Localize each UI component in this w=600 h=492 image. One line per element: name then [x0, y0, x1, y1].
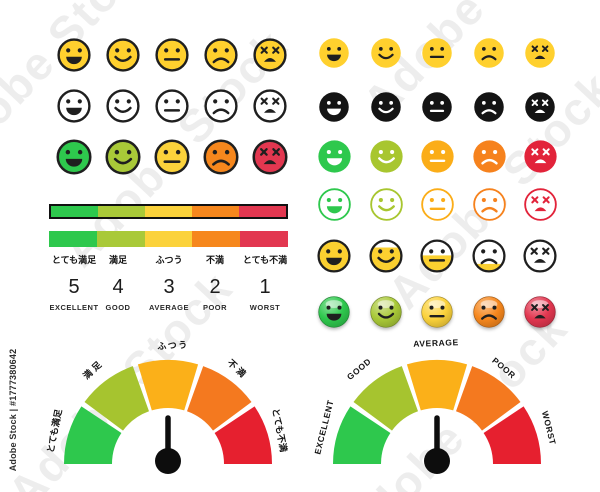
gauge-segment-4	[214, 406, 272, 464]
gauge-needle-hub	[424, 448, 450, 474]
scale-label-jp: とても満足	[51, 255, 97, 265]
scale-value: 3	[163, 276, 175, 298]
face-level-very-happy	[316, 238, 352, 274]
face-outline-neutral	[154, 88, 190, 124]
face-outline-very-happy	[55, 138, 93, 176]
bar-segment-2	[145, 206, 192, 217]
bar-segment-0	[49, 231, 97, 247]
satisfaction-gauge-en	[292, 352, 582, 480]
scale-column: とても満足 5 EXCELLENT	[38, 255, 110, 312]
scale-label-jp: ふつう	[155, 255, 183, 265]
face-flat-happy	[370, 37, 402, 69]
gauge-segment-4	[483, 406, 541, 464]
face-ring-happy	[369, 187, 404, 222]
scale-value: 5	[68, 276, 80, 298]
gauge-segment-2	[137, 359, 199, 411]
scale-label-jp: 不満	[205, 255, 224, 265]
face-flat-very-happy	[318, 91, 350, 123]
scale-value: 1	[259, 276, 271, 298]
scale-label-jp: 満足	[108, 255, 127, 265]
face-outline-very-happy	[56, 88, 92, 124]
face-ring-dead	[523, 187, 558, 222]
face-ring-very-happy	[317, 187, 352, 222]
face-outline-sad	[202, 138, 240, 176]
face-outline-very-happy	[56, 37, 92, 73]
gauge-label: AVERAGE	[413, 337, 459, 349]
face-flat-neutral	[421, 91, 453, 123]
face-level-sad	[471, 238, 507, 274]
face-level-neutral	[419, 238, 455, 274]
face-flat-sad	[472, 139, 507, 174]
gauge-segment-1	[353, 366, 418, 431]
face-glossy-dead	[523, 295, 557, 329]
rating-bar-outlined	[49, 204, 288, 219]
gauge-segment-0	[64, 406, 122, 464]
watermark-asset-id: Adobe Stock | #1777380642	[8, 348, 18, 472]
face-flat-dead	[524, 91, 556, 123]
bar-segment-0	[51, 206, 98, 217]
face-outline-dead	[252, 88, 288, 124]
bar-segment-1	[96, 231, 145, 247]
scale-column: 不満 2 POOR	[179, 255, 251, 312]
face-flat-neutral	[420, 139, 455, 174]
scale-value: 4	[112, 276, 124, 298]
face-level-happy	[368, 238, 404, 274]
face-flat-happy	[370, 91, 402, 123]
satisfaction-gauge-jp	[23, 352, 313, 480]
face-glossy-sad	[472, 295, 506, 329]
scale-label-en: EXCELLENT	[49, 303, 99, 312]
face-flat-dead	[524, 37, 556, 69]
face-glossy-neutral	[420, 295, 454, 329]
gauge-segment-3	[456, 366, 521, 431]
bar-segment-2	[144, 231, 193, 247]
face-glossy-very-happy	[317, 295, 351, 329]
face-ring-neutral	[420, 187, 455, 222]
scale-label-en: AVERAGE	[148, 303, 190, 312]
rating-bar-plain	[49, 231, 288, 247]
bar-segment-3	[192, 206, 239, 217]
face-outline-neutral	[153, 138, 191, 176]
face-ring-sad	[472, 187, 507, 222]
face-flat-very-happy	[318, 37, 350, 69]
gauge-label: ふつう	[157, 339, 190, 352]
face-flat-very-happy	[317, 139, 352, 174]
face-outline-happy	[105, 88, 141, 124]
face-outline-sad	[203, 88, 239, 124]
face-outline-dead	[252, 37, 288, 73]
scale-label-jp: とても不満	[242, 255, 288, 265]
gauge-segment-1	[84, 366, 149, 431]
gauge-segment-0	[333, 406, 391, 464]
scale-value: 2	[209, 276, 221, 298]
face-outline-sad	[203, 37, 239, 73]
bar-segment-1	[98, 206, 145, 217]
scale-column: とても不満 1 WORST	[229, 255, 301, 312]
face-flat-happy	[369, 139, 404, 174]
face-flat-dead	[523, 139, 558, 174]
scale-label-en: GOOD	[105, 303, 131, 312]
scale-label-en: WORST	[249, 303, 281, 312]
scale-column: ふつう 3 AVERAGE	[133, 255, 205, 312]
bar-segment-4	[240, 231, 288, 247]
face-glossy-happy	[369, 295, 403, 329]
gauge-segment-3	[187, 366, 252, 431]
face-outline-neutral	[154, 37, 190, 73]
face-outline-dead	[251, 138, 289, 176]
face-flat-sad	[473, 91, 505, 123]
gauge-needle-hub	[155, 448, 181, 474]
face-flat-neutral	[421, 37, 453, 69]
bar-segment-4	[239, 206, 286, 217]
face-outline-happy	[104, 138, 142, 176]
face-flat-sad	[473, 37, 505, 69]
gauge-segment-2	[406, 359, 468, 411]
face-level-dead	[522, 238, 558, 274]
face-outline-happy	[105, 37, 141, 73]
bar-segment-3	[192, 231, 241, 247]
scale-column: 満足 4 GOOD	[82, 255, 154, 312]
scale-label-en: POOR	[202, 303, 228, 312]
